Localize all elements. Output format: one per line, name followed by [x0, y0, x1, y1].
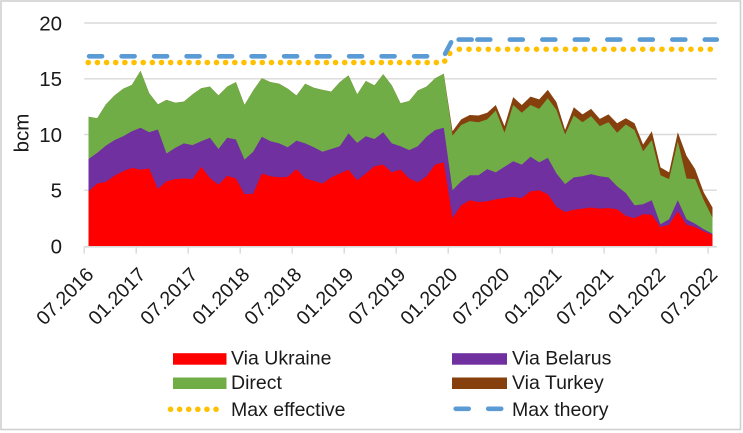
svg-text:Max effective: Max effective — [231, 399, 346, 421]
svg-text:Via Ukraine: Via Ukraine — [231, 348, 331, 370]
svg-text:0: 0 — [51, 235, 62, 258]
svg-text:Via Belarus: Via Belarus — [512, 348, 612, 370]
svg-text:Via Turkey: Via Turkey — [512, 372, 604, 394]
svg-text:Direct: Direct — [231, 372, 283, 394]
svg-text:10: 10 — [39, 124, 62, 147]
svg-text:5: 5 — [51, 180, 62, 203]
svg-text:20: 20 — [39, 12, 62, 35]
svg-text:15: 15 — [39, 68, 62, 91]
svg-text:bcm: bcm — [11, 114, 34, 153]
svg-text:Max theory: Max theory — [512, 399, 609, 421]
